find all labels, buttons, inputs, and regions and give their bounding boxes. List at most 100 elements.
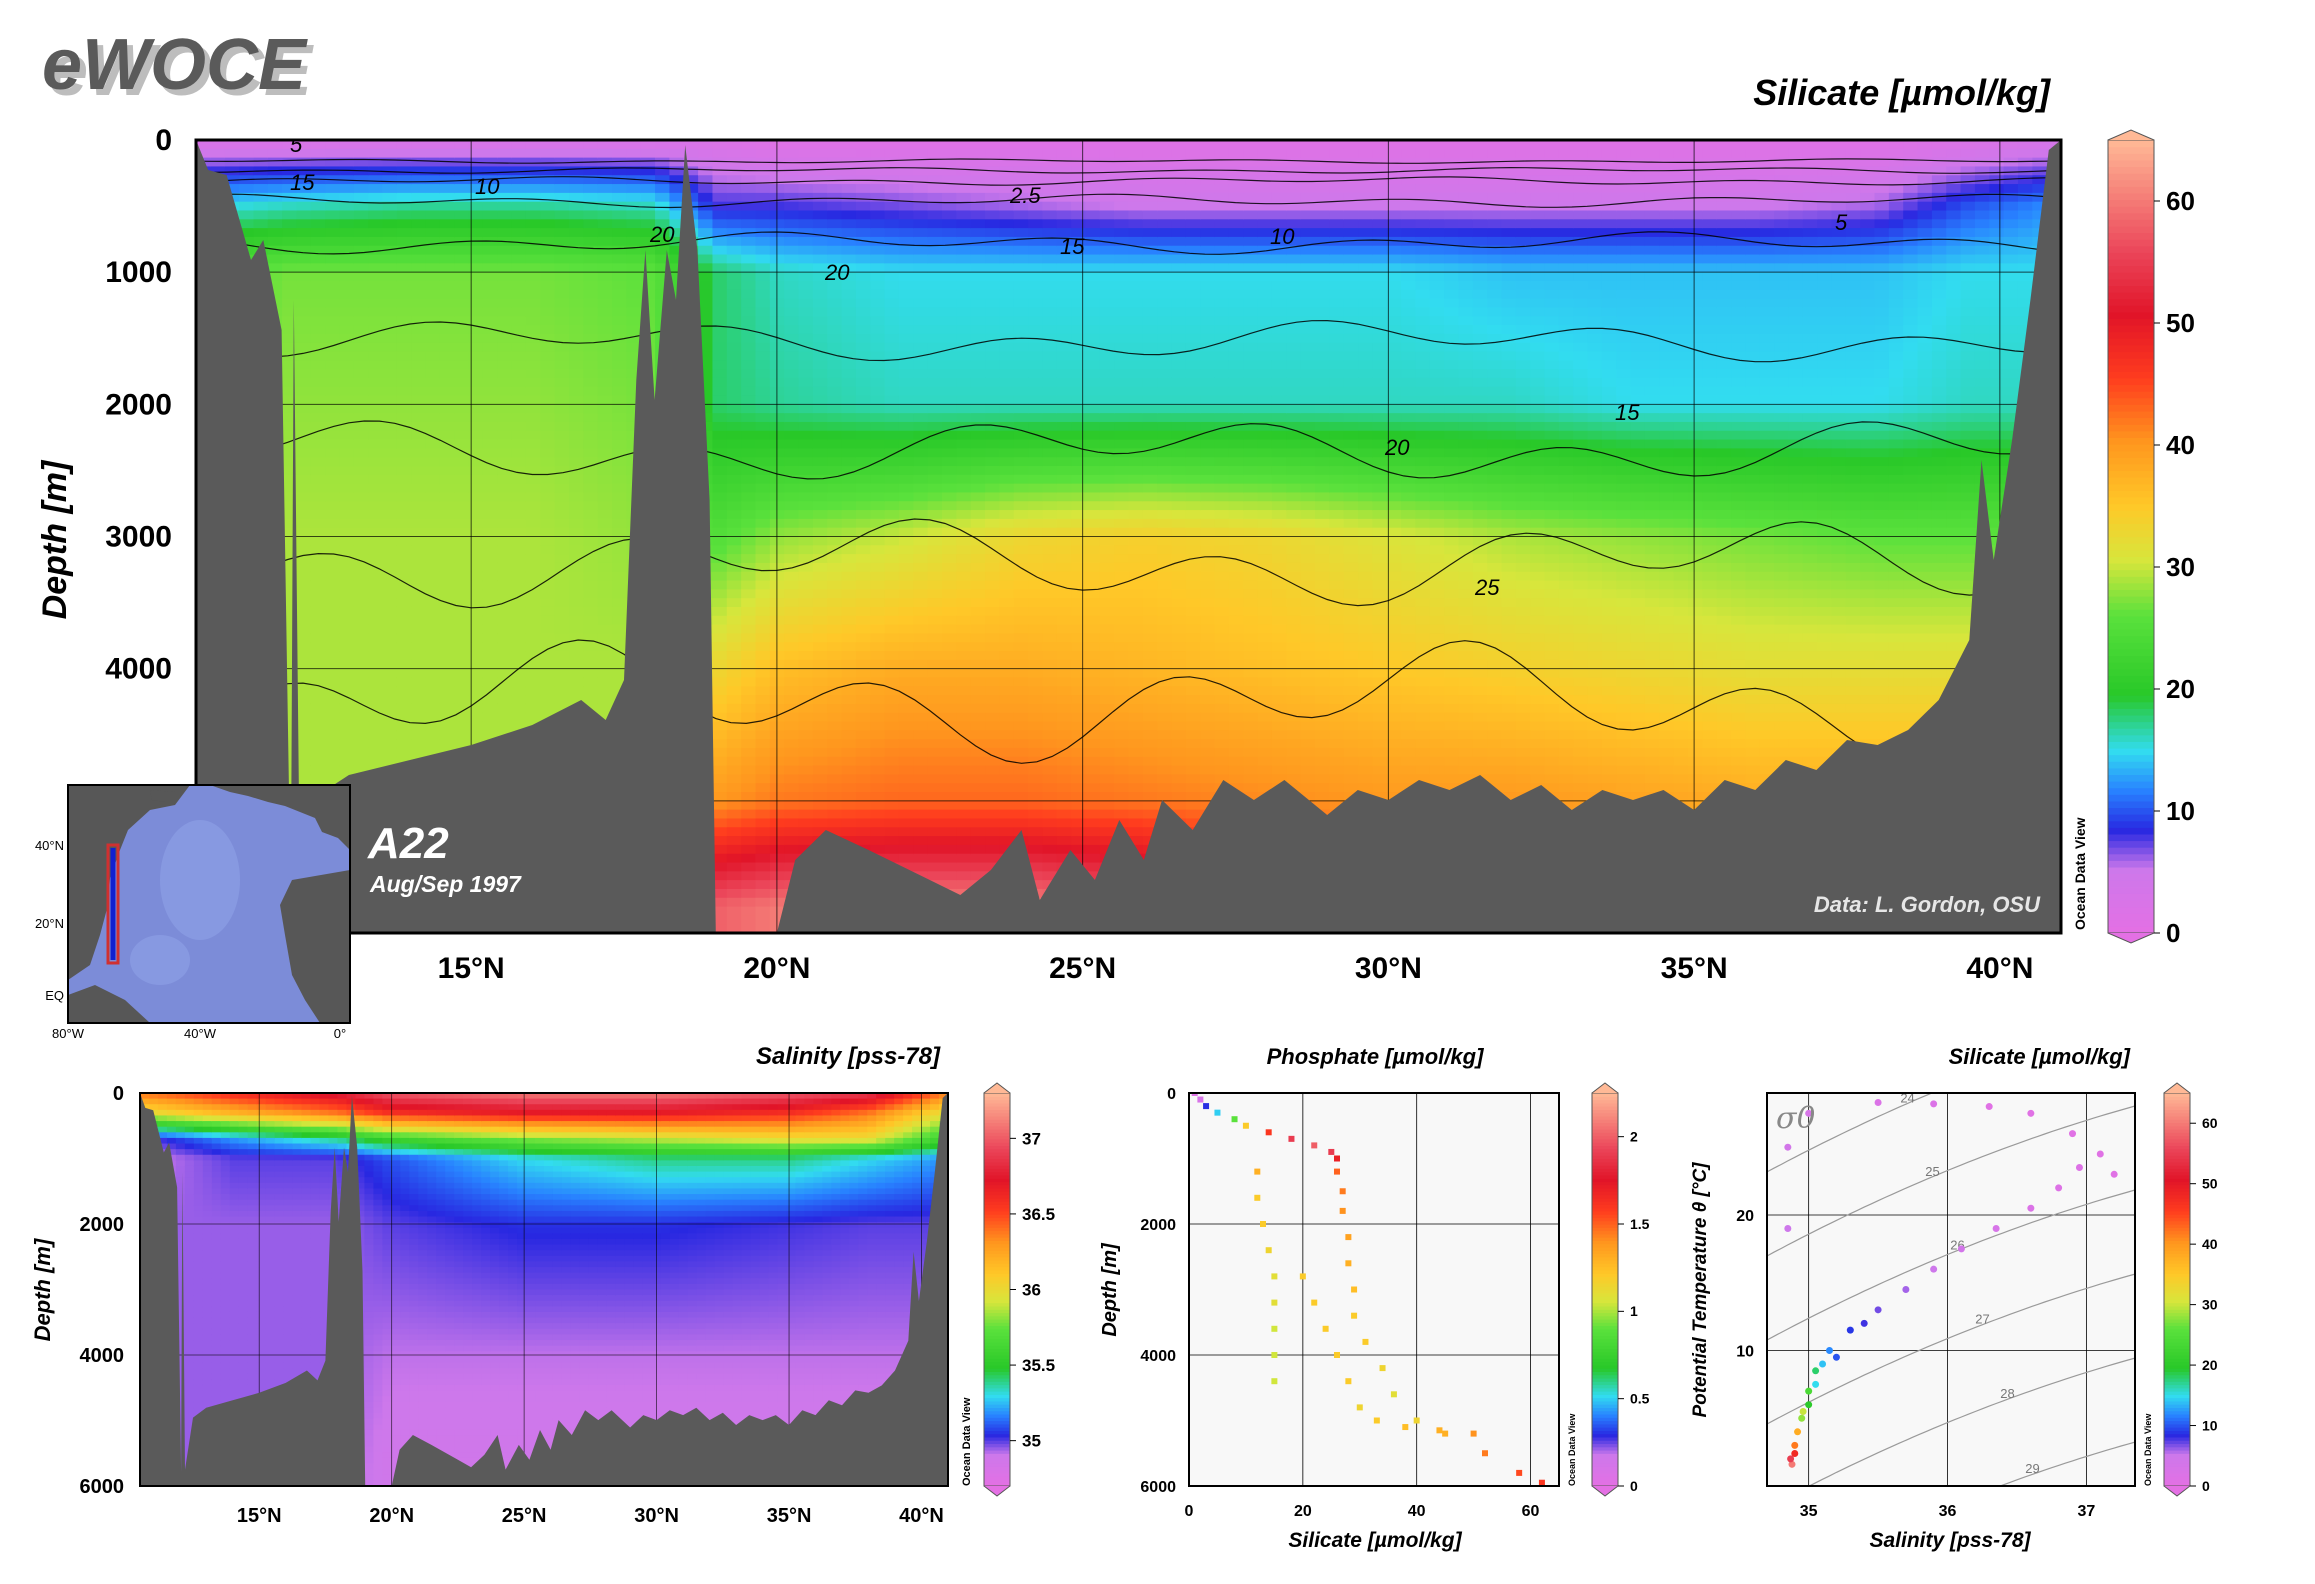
ts-x-tick-label: 37	[2077, 1503, 2095, 1520]
ts-odv-watermark: Ocean Data View	[2143, 1413, 2153, 1486]
inset-map: 40°N 20°N EQ 80°W 40°W 0°	[35, 784, 351, 1041]
scatter-point	[1345, 1260, 1352, 1267]
ts-point	[1788, 1460, 1796, 1468]
ts-point	[1957, 1245, 1965, 1253]
density-contour	[1998, 1441, 2135, 1486]
scatter-point	[1345, 1234, 1352, 1241]
ewoce-logo: eWOCE	[42, 25, 308, 105]
scatter-point	[1379, 1365, 1386, 1372]
scatter-chart-title: Phosphate [µmol/kg]	[1267, 1044, 1484, 1069]
salinity-y-tick-label: 4000	[80, 1345, 125, 1367]
scatter-point	[1242, 1122, 1249, 1129]
scatter-point	[1197, 1096, 1204, 1103]
scatter-point	[1362, 1338, 1369, 1345]
ts-point	[1799, 1407, 1807, 1415]
scatter-point	[1516, 1469, 1523, 1476]
scatter-point	[1288, 1135, 1295, 1142]
main-colorbar-tick-label: 40	[2166, 430, 2195, 460]
scatter-point	[1203, 1103, 1210, 1110]
ts-colorbar-tick-label: 60	[2202, 1115, 2218, 1131]
scatter-point	[1402, 1424, 1409, 1431]
density-contour-label: 27	[1975, 1311, 1989, 1326]
ts-point	[1812, 1380, 1820, 1388]
scatter-point	[1311, 1142, 1318, 1149]
scatter-point	[1339, 1207, 1346, 1214]
ts-point	[1860, 1319, 1868, 1327]
salinity-colorbar-tick-label: 35	[1022, 1432, 1041, 1451]
scatter-point	[1271, 1273, 1278, 1280]
ts-points	[1784, 1098, 2118, 1468]
density-contour	[1767, 1189, 2135, 1341]
ts-point	[1930, 1100, 1938, 1108]
inset-lat-label: EQ	[45, 988, 64, 1003]
salinity-x-tick-label: 25°N	[502, 1505, 547, 1527]
scatter-plot-area	[1188, 1092, 1560, 1487]
scatter-y-tick-label: 2000	[1140, 1217, 1176, 1234]
contour-label: 2.5	[1009, 183, 1041, 208]
ts-x-tick-label: 35	[1800, 1503, 1818, 1520]
ts-point	[2075, 1164, 2083, 1172]
main-colorbar-tick-label: 30	[2166, 552, 2195, 582]
contour-label: 10	[1270, 224, 1295, 249]
ts-colorbar-tick-label: 40	[2202, 1236, 2218, 1252]
scatter-odv-watermark: Ocean Data View	[1567, 1413, 1577, 1486]
density-contour	[1807, 1357, 2135, 1486]
scatter-point	[1470, 1430, 1477, 1437]
scatter-colorbar: 0 0.5 1 1.5 2	[1591, 1082, 1650, 1497]
ts-sigma-label: σ0	[1776, 1101, 1816, 1136]
ts-point	[1812, 1367, 1820, 1375]
main-y-tick-label: 3000	[105, 521, 172, 554]
ts-point	[2027, 1204, 2035, 1212]
ts-colorbar-tick-label: 30	[2202, 1297, 2218, 1313]
ts-point	[1930, 1265, 1938, 1273]
main-y-tick-label: 1000	[105, 256, 172, 289]
main-colorbar-tick-label: 60	[2166, 186, 2195, 216]
scatter-point	[1351, 1286, 1358, 1293]
main-x-tick-label: 15°N	[438, 952, 505, 985]
ts-point	[1787, 1455, 1795, 1463]
ts-y-axis: 10 20	[1736, 1208, 1754, 1361]
ts-point	[1791, 1441, 1799, 1449]
main-colorbar-tick-label: 0	[2166, 918, 2180, 948]
scatter-point	[1436, 1427, 1443, 1434]
contour-label: 5	[290, 132, 303, 157]
ts-point	[1846, 1326, 1854, 1334]
main-colorbar: 0 10 20 30 40 50 60	[2107, 129, 2195, 948]
salinity-y-tick-label: 6000	[80, 1476, 125, 1498]
main-contours: 5 15 10 20 2.5 10 15 5 20 15 20 25	[196, 132, 2061, 764]
ts-y-axis-label: Potential Temperature θ [°C]	[1690, 1162, 1711, 1418]
ts-plot-frame	[1766, 1092, 2136, 1487]
inset-lon-label: 0°	[334, 1026, 346, 1041]
ts-point	[1832, 1353, 1840, 1361]
scatter-point	[1373, 1417, 1380, 1424]
main-x-axis: 15°N 20°N 25°N 30°N 35°N 40°N	[438, 952, 2034, 985]
salinity-plot-frame	[139, 1092, 949, 1487]
density-contour-label: 29	[2025, 1461, 2039, 1476]
data-credit: Data: L. Gordon, OSU	[1814, 892, 2041, 917]
contour-label: 15	[290, 170, 315, 195]
scatter-point	[1334, 1352, 1340, 1358]
density-contour-label: 28	[2000, 1386, 2014, 1401]
scatter-point	[1339, 1188, 1346, 1195]
scatter-point	[1413, 1417, 1420, 1424]
scatter-y-axis: 0 2000 4000 6000	[1140, 1086, 1176, 1496]
ts-colorbar-tick-label: 10	[2202, 1417, 2218, 1433]
contour-label: 15	[1060, 234, 1085, 259]
main-colorbar-tick-label: 10	[2166, 796, 2195, 826]
scatter-point	[1356, 1404, 1363, 1411]
density-contour-label: 25	[1925, 1164, 1939, 1179]
main-y-axis-label: Depth [m]	[36, 459, 74, 619]
main-y-tick-label: 0	[155, 124, 172, 157]
scatter-point	[1482, 1450, 1488, 1457]
ts-point	[2096, 1150, 2104, 1158]
ts-x-axis-label: Salinity [pss-78]	[1869, 1529, 2031, 1552]
scatter-x-tick-label: 0	[1185, 1503, 1194, 1520]
scatter-point	[1265, 1247, 1272, 1254]
scatter-point	[1538, 1479, 1545, 1486]
scatter-point	[1214, 1109, 1221, 1116]
ts-point	[1791, 1449, 1799, 1457]
scatter-y-tick-label: 0	[1167, 1086, 1176, 1103]
ts-point	[1794, 1428, 1802, 1436]
